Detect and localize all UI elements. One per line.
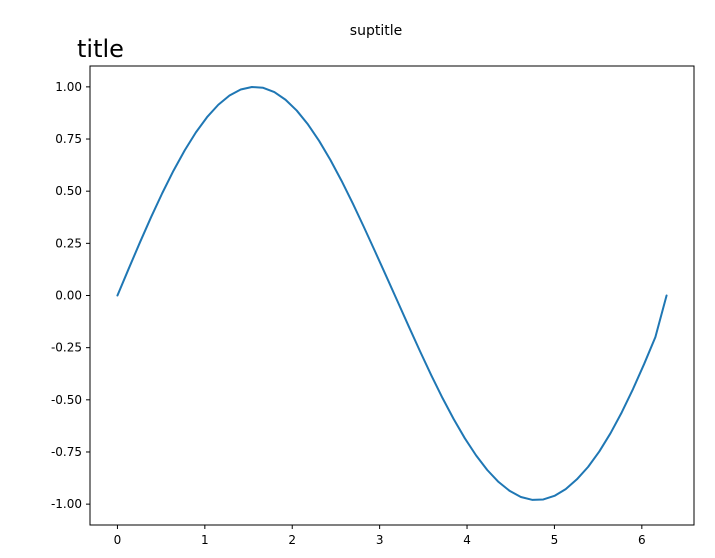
series-layer xyxy=(116,85,668,501)
axes-frame xyxy=(89,65,695,526)
x-tick-label: 5 xyxy=(551,533,559,547)
y-tick-label: 0.50 xyxy=(55,184,82,198)
y-tick-label: -0.75 xyxy=(51,445,82,459)
x-tick-label: 0 xyxy=(114,533,122,547)
y-axis: 1.00 0.75 0.50 0.25 0.00 -0.25 -0.50 -0.75 -1.00 xyxy=(51,80,90,511)
x-axis: 0 1 2 3 4 5 6 xyxy=(114,525,646,547)
y-tick-label: 0.25 xyxy=(55,236,82,250)
suptitle: suptitle xyxy=(350,23,402,39)
y-tick-label: 0.75 xyxy=(55,132,82,146)
plot-area: 0 1 2 3 4 5 6 1.00 0.75 0.50 0.25 0.00 -0.25 -0.50 -0… xyxy=(51,65,695,547)
chart-title: title xyxy=(77,35,124,63)
x-tick-label: 6 xyxy=(638,533,646,547)
series-line-0 xyxy=(116,85,668,501)
y-tick-label: 0.00 xyxy=(55,289,82,303)
x-tick-label: 3 xyxy=(376,533,384,547)
y-tick-label: -0.25 xyxy=(51,341,82,355)
y-tick-label: -0.50 xyxy=(51,393,82,407)
x-tick-label: 1 xyxy=(201,533,209,547)
x-tick-label: 4 xyxy=(463,533,471,547)
x-tick-label: 2 xyxy=(288,533,296,547)
y-tick-label: 1.00 xyxy=(55,80,82,94)
y-tick-label: -1.00 xyxy=(51,497,82,511)
